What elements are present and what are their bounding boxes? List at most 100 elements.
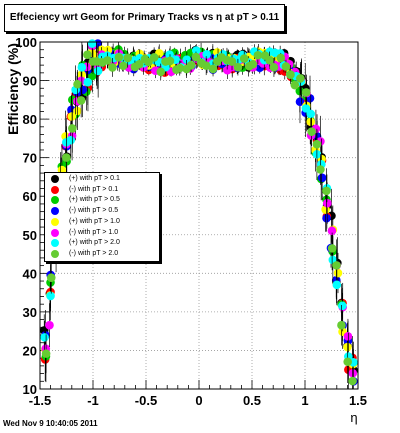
data-point-7	[93, 66, 103, 76]
legend-entry: (+) with pT > 1.0	[45, 217, 159, 227]
data-point-8	[156, 67, 166, 77]
legend-label: (+) with pT > 0.1	[69, 175, 120, 182]
data-point-6	[322, 198, 332, 208]
legend-marker-icon	[51, 228, 59, 237]
data-point-8	[290, 80, 300, 90]
legend-label: (+) with pT > 2.0	[69, 239, 120, 247]
timestamp: Wed Nov 9 10:40:05 2011	[3, 419, 98, 428]
y-tick-label: 50	[23, 228, 37, 243]
legend-marker-icon	[51, 249, 59, 258]
data-point-8	[134, 59, 144, 69]
data-point-7	[46, 291, 55, 301]
data-point-7	[202, 49, 211, 59]
data-point-8	[337, 320, 346, 330]
data-point-8	[149, 53, 159, 62]
data-point-3	[88, 71, 97, 81]
data-point-8	[191, 52, 201, 62]
data-point-8	[233, 62, 243, 72]
data-point-8	[83, 50, 92, 59]
data-point-7	[40, 333, 49, 342]
y-tick-label: 80	[23, 112, 37, 127]
data-point-8	[227, 57, 237, 66]
x-tick-label: -0.5	[135, 393, 157, 408]
data-point-8	[46, 273, 56, 282]
data-point-7	[191, 46, 201, 55]
data-point-7	[83, 77, 93, 87]
data-point-7	[165, 50, 174, 60]
data-point-8	[41, 349, 51, 358]
data-point-7	[66, 135, 76, 145]
data-point-8	[118, 61, 128, 71]
y-tick-label: 70	[23, 151, 37, 166]
data-point-8	[73, 79, 82, 89]
data-point-8	[276, 53, 286, 63]
data-point-8	[103, 56, 112, 65]
data-point-4	[78, 85, 88, 95]
data-point-8	[239, 54, 249, 63]
data-point-8	[312, 139, 322, 149]
y-tick-label: 40	[23, 266, 37, 281]
data-point-7	[87, 39, 97, 48]
data-point-8	[114, 53, 124, 62]
data-point-7	[338, 301, 347, 311]
legend-label: (-) with pT > 1.0	[69, 228, 119, 236]
y-tick-label: 10	[23, 382, 37, 397]
chart-title: Effeciency wrt Geom for Primary Tracks v…	[4, 4, 285, 32]
plot-frame	[39, 41, 359, 390]
x-tick-label: -1.5	[29, 393, 51, 408]
x-tick-label: 0	[195, 393, 202, 408]
legend-marker-icon	[51, 207, 59, 216]
legend-label: (-) with pT > 2.0	[69, 249, 119, 257]
data-point-8	[281, 62, 291, 71]
legend-entry: (-) with pT > 1.0	[45, 228, 159, 238]
data-point-8	[123, 53, 133, 63]
data-point-7	[332, 280, 342, 290]
data-point-4	[322, 213, 331, 223]
data-point-8	[208, 64, 218, 74]
legend-marker-icon	[51, 196, 59, 205]
data-point-8	[316, 165, 325, 174]
data-point-8	[348, 376, 357, 386]
data-point-8	[307, 127, 316, 137]
data-point-5	[333, 268, 343, 278]
x-tick-label: 1	[301, 393, 308, 408]
legend-marker-icon	[51, 239, 59, 248]
data-point-8	[108, 63, 117, 72]
x-tick-label: 0.5	[243, 393, 261, 408]
legend-label: (-) with pT > 0.1	[69, 185, 119, 193]
y-tick-label: 100	[15, 35, 37, 50]
legend-entry: (+) with pT > 0.1	[45, 174, 159, 184]
data-point-6	[327, 226, 337, 236]
x-tick-label: -1	[87, 393, 99, 408]
legend-label: (+) with pT > 0.5	[69, 196, 120, 204]
x-tick-label: 1.5	[349, 393, 367, 408]
x-axis-label: η	[350, 410, 357, 425]
legend-entry: (+) with pT > 2.0	[45, 238, 159, 248]
data-point-8	[248, 59, 258, 69]
y-tick-label: 20	[23, 343, 37, 358]
data-point-6	[45, 320, 54, 330]
data-point-4	[317, 173, 327, 183]
data-point-8	[253, 50, 263, 60]
y-axis-label: Efficiency (%)	[5, 43, 21, 135]
data-point-8	[265, 55, 274, 65]
data-point-6	[343, 332, 353, 341]
legend-marker-icon	[51, 185, 59, 194]
data-point-7	[306, 109, 316, 119]
legend-entry: (-) with pT > 0.5	[45, 206, 159, 216]
y-tick-label: 90	[23, 74, 37, 89]
data-point-8	[301, 88, 311, 97]
data-point-8	[76, 96, 86, 105]
legend-marker-icon	[51, 175, 59, 183]
y-tick-label: 30	[23, 305, 37, 320]
data-point-8	[201, 61, 211, 70]
legend-entry: (-) with pT > 0.1	[45, 185, 159, 195]
y-tick-label: 60	[23, 189, 37, 204]
data-point-8	[186, 60, 196, 70]
data-point-8	[286, 70, 295, 79]
legend: (+) with pT > 0.1 (-) with pT > 0.1 (+) wi…	[44, 172, 160, 262]
data-point-8	[269, 63, 279, 72]
legend-entry: (+) with pT > 0.5	[45, 195, 159, 205]
data-point-8	[327, 244, 337, 253]
data-point-8	[68, 124, 77, 133]
